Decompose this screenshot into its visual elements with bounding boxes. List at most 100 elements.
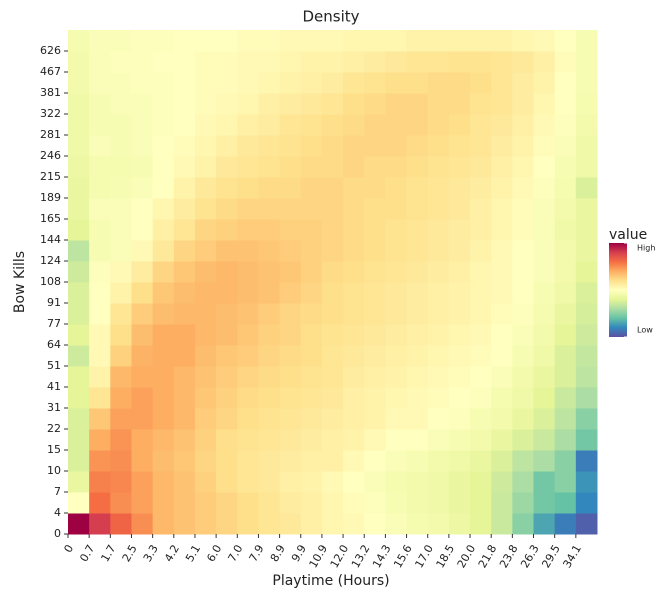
heatmap-cell (321, 303, 344, 325)
heatmap-cell (364, 240, 386, 262)
heatmap-cell (152, 93, 175, 115)
heatmap-cell (300, 492, 323, 514)
heatmap-cell (110, 324, 132, 346)
heatmap-cell (194, 408, 217, 430)
x-tick-label: 26.3 (518, 543, 542, 571)
heatmap-cell (491, 387, 513, 409)
heatmap-cell (89, 366, 111, 388)
heatmap-cell (89, 114, 111, 136)
heatmap-cell (512, 303, 535, 325)
heatmap-cell (533, 72, 556, 94)
y-tick-label: 189 (40, 191, 61, 204)
heatmap-cell (533, 450, 556, 472)
heatmap-cell (68, 324, 90, 346)
y-tick-label: 124 (40, 254, 61, 267)
x-tick-label: 17.0 (412, 543, 436, 571)
heatmap-cell (575, 513, 598, 535)
heatmap-cell (152, 156, 175, 178)
heatmap-cell (554, 408, 577, 430)
heatmap-cell (300, 51, 323, 73)
heatmap-cell (173, 198, 196, 220)
heatmap-cell (364, 219, 386, 241)
heatmap-cell (258, 324, 281, 346)
heatmap-cell (491, 345, 513, 367)
heatmap-cell (68, 135, 90, 157)
heatmap-cell (89, 282, 111, 304)
heatmap-cell (279, 51, 302, 73)
heatmap-cell (237, 450, 259, 472)
heatmap-cell (427, 513, 450, 535)
heatmap-cell (427, 450, 450, 472)
heatmap-cell (533, 114, 556, 136)
heatmap-cell (575, 261, 598, 283)
heatmap-cell (110, 51, 132, 73)
heatmap-cell (448, 513, 471, 535)
heatmap-cell (279, 303, 302, 325)
heatmap-cell (448, 387, 471, 409)
heatmap-cell (385, 282, 408, 304)
heatmap-cell (279, 324, 302, 346)
y-tick-label: 0 (54, 527, 61, 540)
heatmap-cell (554, 219, 577, 241)
y-tick-label: 144 (40, 233, 61, 246)
heatmap-cell (258, 156, 281, 178)
heatmap-cell (406, 72, 429, 94)
heatmap-cell (258, 72, 281, 94)
heatmap-cell (216, 324, 238, 346)
heatmap-cell (216, 261, 238, 283)
heatmap-cell (554, 345, 577, 367)
x-tick-label: 29.5 (539, 543, 563, 571)
heatmap-cell (68, 303, 90, 325)
heatmap-cell (406, 345, 429, 367)
heatmap-cell (385, 408, 408, 430)
heatmap-cell (194, 303, 217, 325)
heatmap-cell (448, 282, 471, 304)
heatmap-cell (491, 303, 513, 325)
heatmap-cell (554, 156, 577, 178)
heatmap-cell (89, 471, 111, 493)
y-tick-label: 4 (54, 506, 61, 519)
heatmap-cell (343, 345, 365, 367)
heatmap-cell (321, 135, 344, 157)
heatmap-cell (575, 450, 598, 472)
heatmap-cell (321, 261, 344, 283)
heatmap-cell (385, 492, 408, 514)
heatmap-cell (533, 513, 556, 535)
heatmap-cell (258, 219, 281, 241)
heatmap-cell (491, 513, 513, 535)
heatmap-cell (194, 513, 217, 535)
heatmap-cell (427, 492, 450, 514)
heatmap-cell (364, 261, 386, 283)
y-tick-label: 22 (47, 422, 61, 435)
heatmap-cell (216, 303, 238, 325)
heatmap-cell (533, 345, 556, 367)
heatmap-cell (343, 471, 365, 493)
heatmap-cell (470, 198, 492, 220)
heatmap-cell (364, 345, 386, 367)
x-tick-label: 8.9 (268, 543, 288, 565)
heatmap-cell (110, 93, 132, 115)
heatmap-cell (385, 156, 408, 178)
heatmap-cell (89, 345, 111, 367)
heatmap-cell (575, 471, 598, 493)
heatmap-cell (110, 366, 132, 388)
heatmap-cell (343, 177, 365, 199)
heatmap-cell (321, 51, 344, 73)
heatmap-cell (173, 135, 196, 157)
heatmap-cell (385, 261, 408, 283)
heatmap-cell (512, 72, 535, 94)
heatmap-cell (237, 303, 259, 325)
heatmap-cell (216, 51, 238, 73)
heatmap-cell (258, 429, 281, 451)
heatmap-cell (173, 345, 196, 367)
heatmap-cell (448, 240, 471, 262)
heatmap-cell (110, 282, 132, 304)
heatmap-cell (406, 156, 429, 178)
heatmap-cell (194, 135, 217, 157)
heatmap-cell (491, 135, 513, 157)
heatmap-cell (131, 219, 154, 241)
heatmap-cell (554, 72, 577, 94)
heatmap-cell (131, 303, 154, 325)
x-tick-label: 23.8 (497, 543, 521, 571)
